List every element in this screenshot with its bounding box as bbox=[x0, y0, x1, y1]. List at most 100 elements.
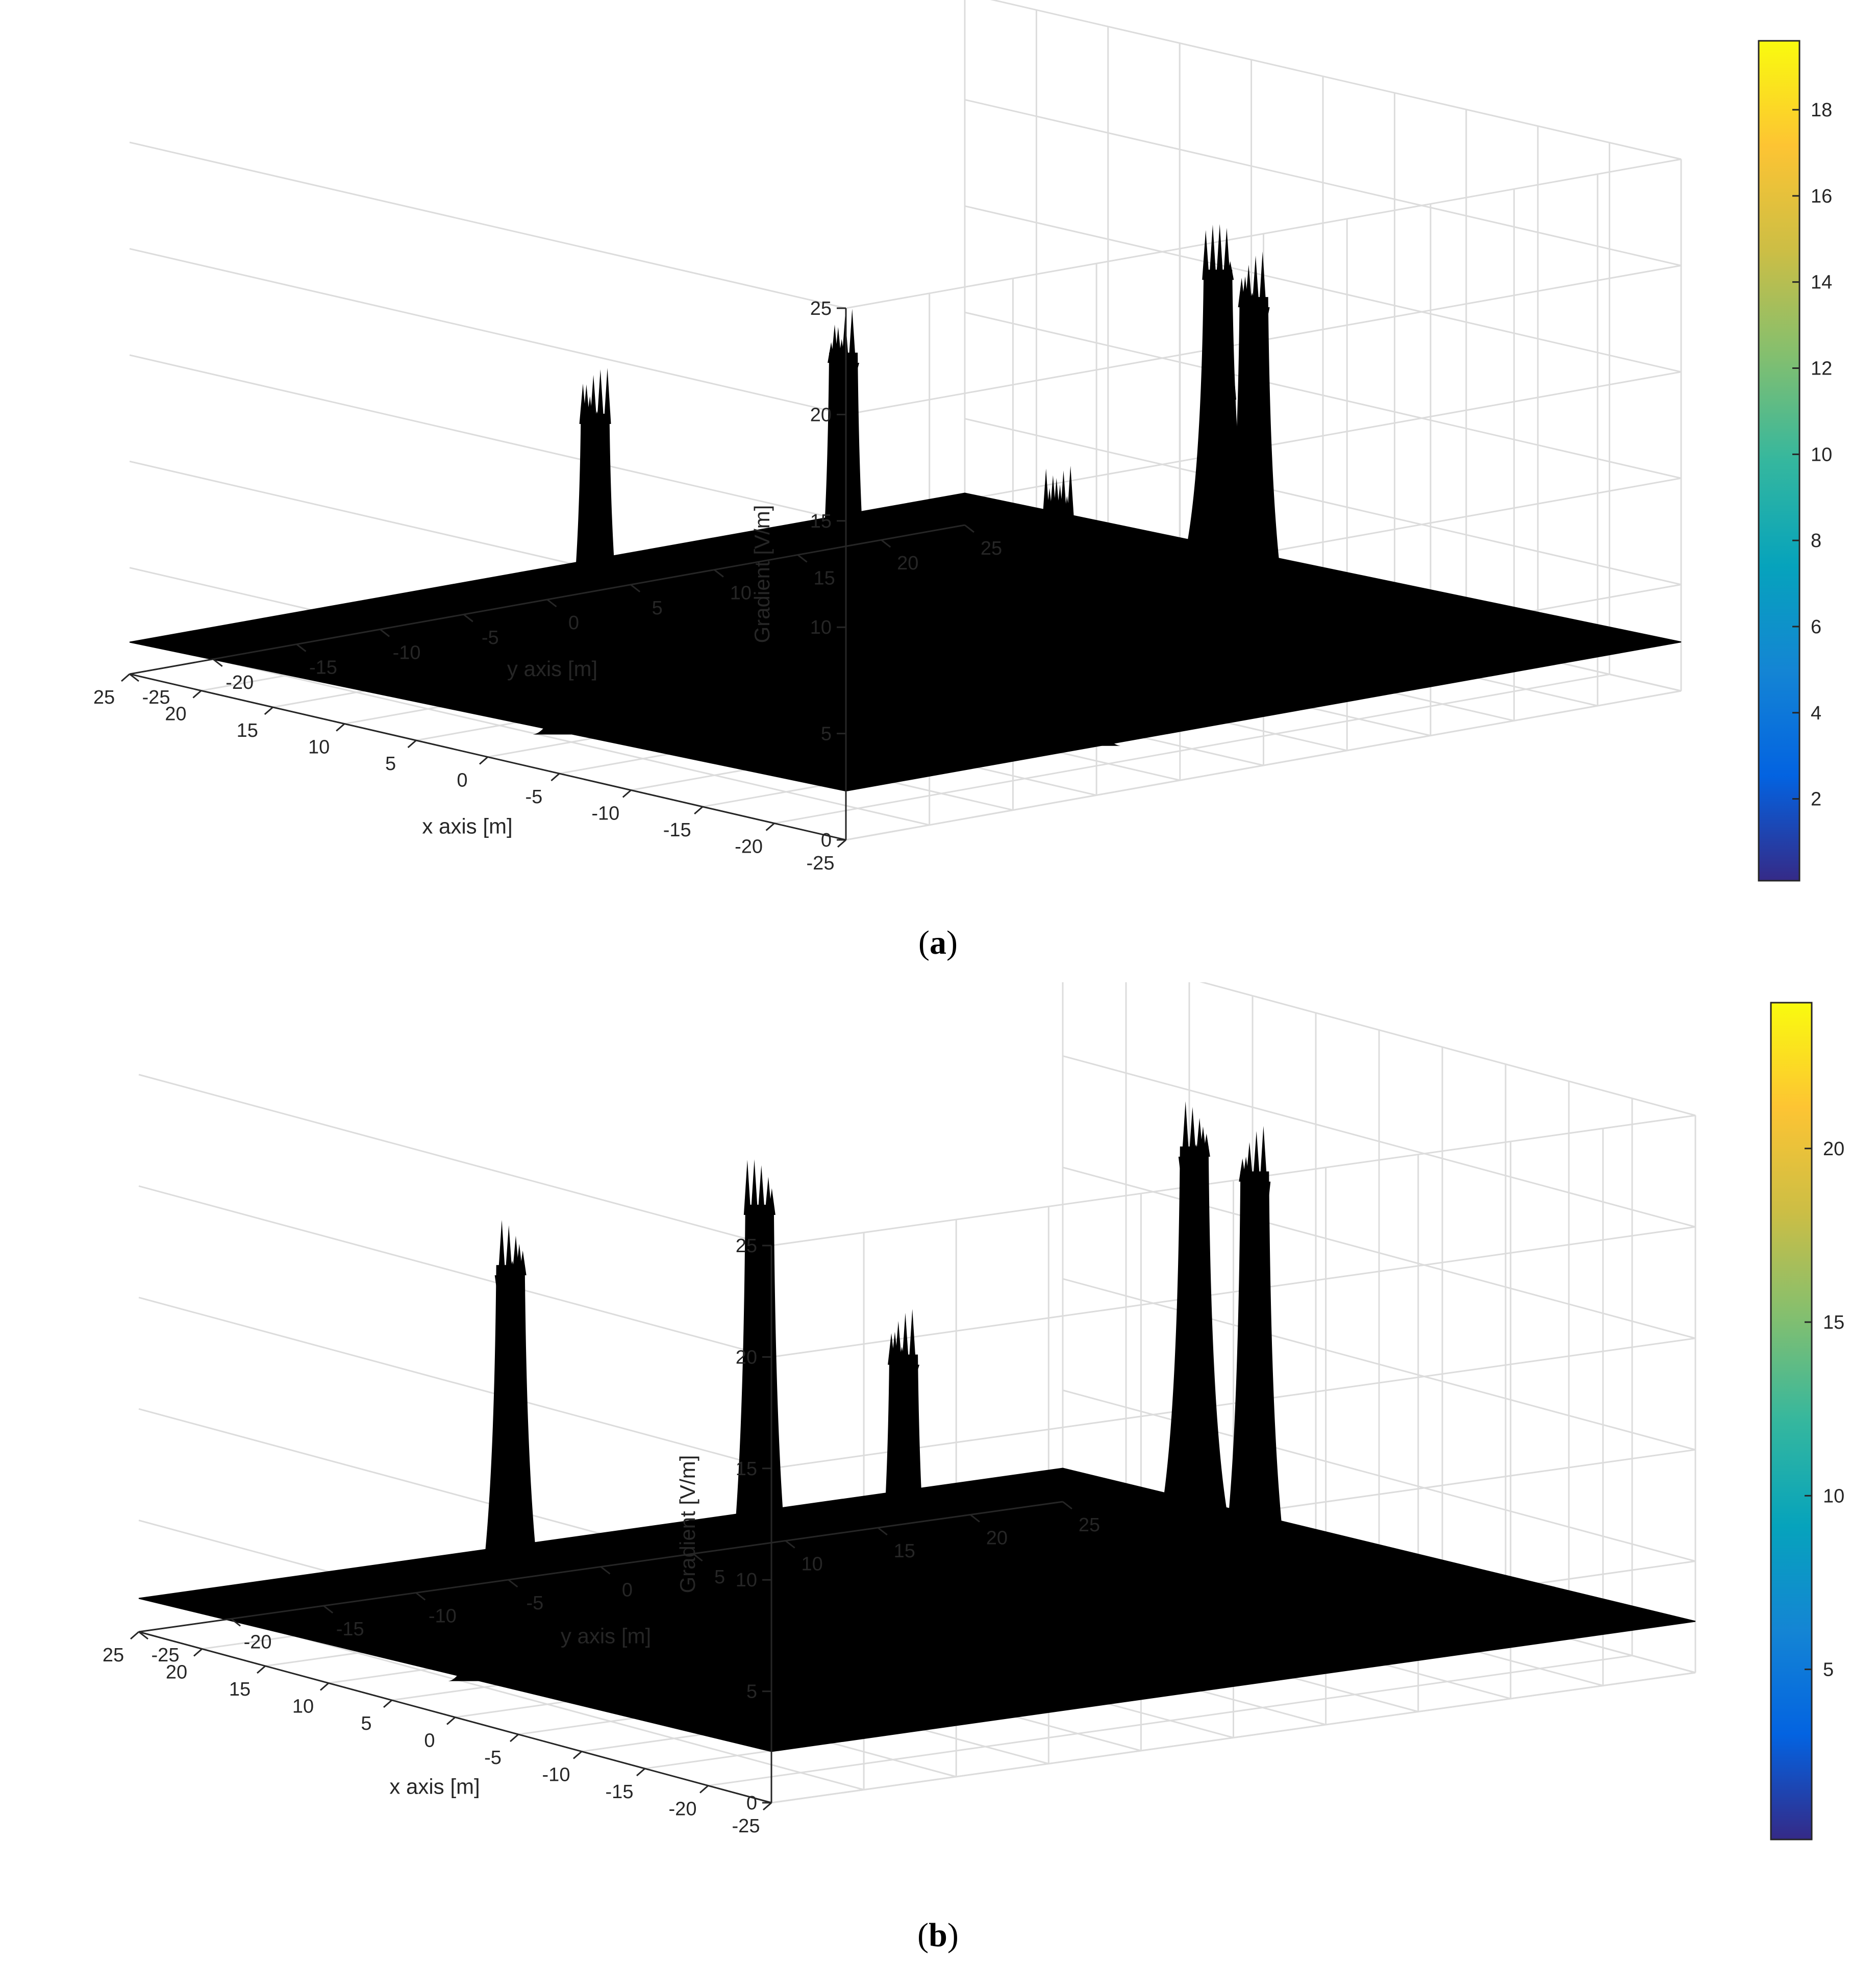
x-tick-mark bbox=[622, 789, 632, 798]
surface-spike bbox=[754, 1215, 762, 1231]
surface-spike bbox=[909, 1309, 916, 1365]
y-tick-label: -5 bbox=[527, 1593, 544, 1614]
x-tick-mark bbox=[264, 706, 273, 715]
x-tick-label: 10 bbox=[292, 1696, 314, 1718]
x-tick-label: -25 bbox=[807, 853, 835, 874]
y-tick-label: 20 bbox=[986, 1528, 1008, 1549]
y-tick-mark bbox=[231, 1618, 241, 1627]
surface-spike bbox=[519, 1250, 527, 1276]
y-tick-label: 5 bbox=[714, 1566, 725, 1588]
y-tick-label: -15 bbox=[336, 1619, 364, 1640]
x-tick-mark bbox=[130, 1631, 139, 1640]
y-tick-label: 15 bbox=[813, 567, 835, 589]
y-tick-label: -20 bbox=[244, 1632, 272, 1653]
surface-peak bbox=[1132, 1146, 1257, 1585]
x-tick-mark bbox=[121, 673, 130, 682]
x-tick-mark bbox=[336, 723, 345, 732]
x-tick-mark bbox=[763, 1802, 772, 1811]
x-axis-label: x axis [m] bbox=[389, 1775, 480, 1799]
x-tick-mark bbox=[699, 1785, 709, 1794]
surface-spike bbox=[1260, 1126, 1267, 1182]
z-tick-label: 25 bbox=[810, 298, 832, 319]
x-tick-mark bbox=[383, 1699, 392, 1708]
surface-peak bbox=[697, 1205, 822, 1688]
z-tick-label: 5 bbox=[746, 1681, 757, 1703]
y-axis-label: y axis [m] bbox=[507, 657, 597, 681]
surface-spike bbox=[912, 1364, 920, 1376]
surface-spike bbox=[1252, 256, 1260, 308]
surface-spike bbox=[1263, 1181, 1271, 1216]
y-tick-label: -10 bbox=[393, 642, 421, 663]
surface-peak bbox=[448, 1265, 573, 1681]
surface-spike bbox=[894, 1321, 902, 1365]
surface-spike bbox=[1203, 1133, 1210, 1157]
colorbar bbox=[1770, 1002, 1813, 1840]
x-tick-label: 15 bbox=[229, 1679, 251, 1700]
colorbar-tick-label: 8 bbox=[1811, 530, 1821, 552]
colorbar-tick-label: 18 bbox=[1811, 100, 1832, 121]
y-tick-mark bbox=[212, 658, 223, 667]
surface-spike bbox=[1262, 307, 1270, 325]
z-tick-label: 15 bbox=[810, 511, 832, 532]
x-tick-label: -10 bbox=[542, 1764, 570, 1786]
surface-spike bbox=[1202, 230, 1210, 280]
y-tick-mark bbox=[463, 614, 473, 623]
x-tick-label: 5 bbox=[361, 1713, 371, 1734]
gridline-floor bbox=[213, 658, 930, 826]
y-tick-label: 15 bbox=[894, 1540, 915, 1562]
surface-spike bbox=[590, 375, 597, 424]
colorbar-tick-label: 12 bbox=[1811, 358, 1832, 380]
y-tick-mark bbox=[713, 569, 724, 578]
z-tick-label: 10 bbox=[810, 617, 832, 638]
x-tick-label: 5 bbox=[385, 753, 396, 775]
z-tick-label: 20 bbox=[810, 404, 832, 426]
surface-spike bbox=[751, 1159, 758, 1215]
surface-spike bbox=[1255, 307, 1263, 311]
y-tick-mark bbox=[969, 1514, 980, 1523]
y-tick-mark bbox=[630, 584, 641, 592]
gridline-floor bbox=[231, 1618, 864, 1790]
colorbar-tick-label: 6 bbox=[1811, 616, 1821, 638]
surface-spike bbox=[1182, 1101, 1189, 1157]
y-tick-mark bbox=[380, 629, 390, 637]
y-tick-label: -25 bbox=[142, 687, 170, 708]
gridline-horizontal bbox=[138, 1166, 1696, 1470]
x-tick-mark bbox=[837, 839, 846, 848]
z-tick-label: 25 bbox=[736, 1235, 757, 1257]
surface-spike bbox=[1189, 1107, 1196, 1157]
y-tick-label: -5 bbox=[482, 627, 499, 649]
surface-spike bbox=[1209, 225, 1216, 280]
surface-spike bbox=[1212, 280, 1220, 290]
surface-spike bbox=[1253, 1131, 1260, 1182]
x-tick-label: 25 bbox=[103, 1645, 124, 1666]
surface-sheet bbox=[129, 492, 1682, 792]
y-axis-label: y axis [m] bbox=[561, 1624, 651, 1648]
x-tick-label: 20 bbox=[165, 704, 186, 725]
surface-spike bbox=[604, 368, 611, 424]
y-tick-label: 25 bbox=[1079, 1514, 1100, 1536]
chart-panel-a: 0 5 10 15 20 25 -25 -20 -15 -10 -5 0 5 10 15 20 25 -25 -20… bbox=[0, 0, 1876, 982]
surface-spike bbox=[848, 309, 856, 363]
x-tick-mark bbox=[765, 823, 775, 831]
y-tick-label: 20 bbox=[897, 553, 918, 574]
x-tick-label: 0 bbox=[424, 1730, 435, 1752]
colorbar-tick-label: 4 bbox=[1811, 703, 1821, 724]
surface-spike bbox=[768, 1188, 776, 1215]
surface-spike bbox=[1223, 228, 1231, 280]
surface-spike bbox=[498, 1220, 506, 1276]
panel-caption-b: (b) bbox=[917, 1917, 959, 1954]
y-tick-mark bbox=[415, 1592, 426, 1601]
y-tick-mark bbox=[600, 1566, 611, 1575]
surface-spike bbox=[758, 1165, 765, 1215]
panel-label-b: b bbox=[929, 1917, 947, 1954]
surface-spike bbox=[1067, 465, 1074, 520]
colorbar-tick-label: 10 bbox=[1811, 444, 1832, 465]
surface-peak bbox=[841, 1354, 966, 1704]
surface-peak bbox=[533, 413, 658, 735]
surface-spike bbox=[1178, 1156, 1186, 1187]
surface-spike bbox=[1185, 1156, 1193, 1165]
x-tick-mark bbox=[510, 1733, 519, 1743]
y-tick-mark bbox=[546, 599, 557, 608]
x-tick-mark bbox=[551, 773, 560, 782]
surface-peak bbox=[1156, 269, 1281, 612]
